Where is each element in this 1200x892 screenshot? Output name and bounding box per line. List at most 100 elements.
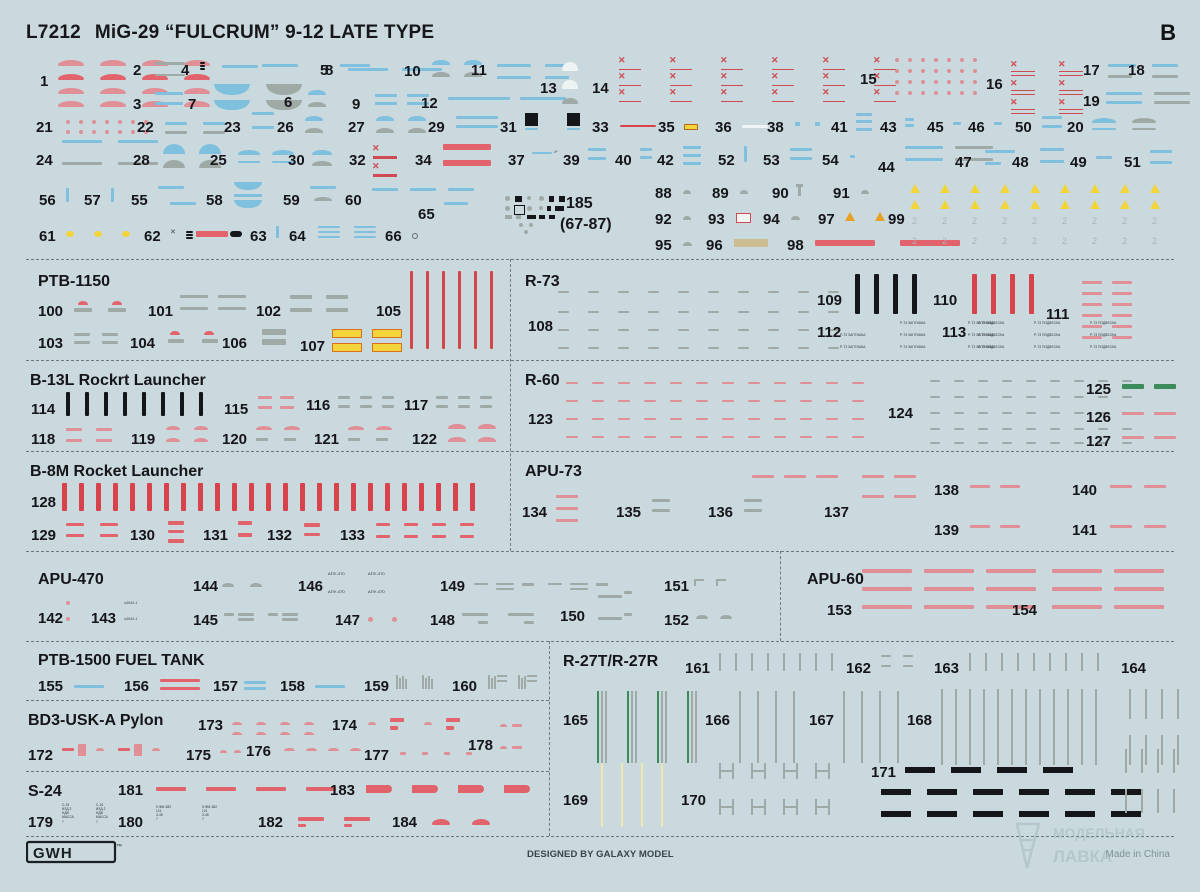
footer-designed-by: DESIGNED BY GALAXY MODEL xyxy=(527,849,674,860)
decal-number-96: 96 xyxy=(706,237,723,254)
separator-b8m-bottom xyxy=(26,551,1174,552)
decal-number-154: 154 xyxy=(1012,602,1038,619)
decal-number-123: 123 xyxy=(528,411,554,428)
decal-number-48: 48 xyxy=(1012,154,1029,171)
section-title-r-27: R-27T/R-27R xyxy=(563,653,659,670)
decal-number-28: 28 xyxy=(133,152,150,169)
decal-number-128: 128 xyxy=(31,494,57,511)
decal-number-185: 185 xyxy=(566,195,593,212)
decal-number-91: 91 xyxy=(833,185,850,202)
decal-number-53: 53 xyxy=(763,152,780,169)
decal-number-31: 31 xyxy=(500,119,517,136)
section-title-apu-73: APU-73 xyxy=(525,463,582,480)
decal-number-17: 17 xyxy=(1083,62,1100,79)
decal-number-18: 18 xyxy=(1128,62,1145,79)
decal-number-141: 141 xyxy=(1072,522,1098,539)
decal-number-184: 184 xyxy=(392,814,418,831)
decal-number-6: 6 xyxy=(284,94,293,111)
decal-number-52: 52 xyxy=(718,152,735,169)
decal-number-131: 131 xyxy=(203,527,229,544)
decal-number-120: 120 xyxy=(222,431,248,448)
footer-made-in: Made in China xyxy=(1105,849,1170,860)
decal-number-135: 135 xyxy=(616,504,642,521)
section-s-24: S-24 181 183 179 С-24 ИЗД.2 НДВ МАССА? С-24… xyxy=(0,771,549,836)
decal-art-93 xyxy=(736,213,751,223)
decal-number-171: 171 xyxy=(871,764,897,781)
separator-b13l-bottom xyxy=(26,451,1174,452)
decal-number-50: 50 xyxy=(1015,119,1032,136)
decal-number-137: 137 xyxy=(824,504,850,521)
decal-number-56: 56 xyxy=(39,192,56,209)
decal-number-49: 49 xyxy=(1070,154,1087,171)
decal-number-90: 90 xyxy=(772,185,789,202)
decal-number-164: 164 xyxy=(1121,660,1147,677)
section-r-27: R-27T/R-27R 161 162 163 164 165 xyxy=(549,641,1200,836)
section-b-8m: B-8M Rocket Launcher 128 129 130 131 132 xyxy=(0,451,510,551)
decal-number-15: 15 xyxy=(860,71,877,88)
stencil-text-apu470-4: АПУ-470 xyxy=(368,589,385,594)
decal-number-143: 143 xyxy=(91,610,117,627)
separator-sheet-bottom xyxy=(26,836,1174,837)
decal-number-51: 51 xyxy=(1124,154,1141,171)
decal-number-19: 19 xyxy=(1083,93,1100,110)
decal-number-101: 101 xyxy=(148,303,174,320)
gwh-logo: GWH ™ xyxy=(26,840,122,864)
decal-number-185-range: (67-87) xyxy=(560,216,612,233)
decal-number-98: 98 xyxy=(787,237,804,254)
decal-number-167: 167 xyxy=(809,712,835,729)
decal-number-36: 36 xyxy=(715,119,732,136)
decal-number-16: 16 xyxy=(986,76,1003,93)
decal-number-29: 29 xyxy=(428,119,445,136)
decal-number-126: 126 xyxy=(1086,409,1112,426)
stencil-text-r73-left-6: Р-73 ЗАГЛУШКА xyxy=(840,345,866,349)
stencil-text-r73-right-2: Р-73 ПОДВЕСКА xyxy=(1034,321,1061,325)
section-r-60: R-60 123 124 125 126 127 xyxy=(510,360,1200,451)
decal-number-89: 89 xyxy=(712,185,729,202)
decal-art-88 xyxy=(683,190,691,194)
decal-number-121: 121 xyxy=(314,431,340,448)
decal-art-66 xyxy=(412,233,418,239)
decal-number-109: 109 xyxy=(817,292,843,309)
decal-art-92 xyxy=(683,216,691,220)
decal-number-27: 27 xyxy=(348,119,365,136)
decal-number-176: 176 xyxy=(246,743,272,760)
decal-number-65: 65 xyxy=(418,206,435,223)
decal-number-30: 30 xyxy=(288,152,305,169)
decal-number-94: 94 xyxy=(763,211,780,228)
decal-art-94 xyxy=(791,216,800,220)
decal-number-170: 170 xyxy=(681,792,707,809)
decal-number-22: 22 xyxy=(137,119,154,136)
decal-number-147: 147 xyxy=(335,612,361,629)
decal-number-99: 99 xyxy=(888,211,905,228)
stencil-text-r73-right-4: Р-73 ПОДВЕСКА xyxy=(978,333,1005,337)
decal-number-122: 122 xyxy=(412,431,438,448)
stencil-text-apu470-3: АПУ-470 xyxy=(328,589,345,594)
decal-number-47: 47 xyxy=(955,154,972,171)
decal-number-160: 160 xyxy=(452,678,478,695)
decal-number-12: 12 xyxy=(421,95,438,112)
decal-number-41: 41 xyxy=(831,119,848,136)
decal-number-106: 106 xyxy=(222,335,248,352)
decal-number-127: 127 xyxy=(1086,433,1112,450)
stencil-text-s24-2: С-24 ИЗД.2 НДВ МАССА? xyxy=(96,803,108,824)
decal-number-169: 169 xyxy=(563,792,589,809)
decal-number-60: 60 xyxy=(345,192,362,209)
decal-number-112: 112 xyxy=(817,324,842,341)
decal-number-2: 2 xyxy=(133,62,142,79)
stencil-text-r73-left-3: Р-73 ЗАГЛУШКА xyxy=(840,333,866,337)
decal-number-62: 62 xyxy=(144,228,161,245)
decal-number-46: 46 xyxy=(968,119,985,136)
decal-number-134: 134 xyxy=(522,504,548,521)
decal-number-40: 40 xyxy=(615,152,632,169)
decal-number-136: 136 xyxy=(708,504,734,521)
decal-number-104: 104 xyxy=(130,335,156,352)
decal-number-130: 130 xyxy=(130,527,156,544)
decal-art-89 xyxy=(740,190,748,194)
decal-number-161: 161 xyxy=(685,660,711,677)
section-bd3-usk-a: BD3-USK-A Pylon 173 174 178 xyxy=(0,700,549,771)
decal-number-133: 133 xyxy=(340,527,366,544)
decal-number-108: 108 xyxy=(528,318,554,335)
decal-number-158: 158 xyxy=(280,678,306,695)
decal-number-180: 180 xyxy=(118,814,144,831)
decal-number-138: 138 xyxy=(934,482,960,499)
